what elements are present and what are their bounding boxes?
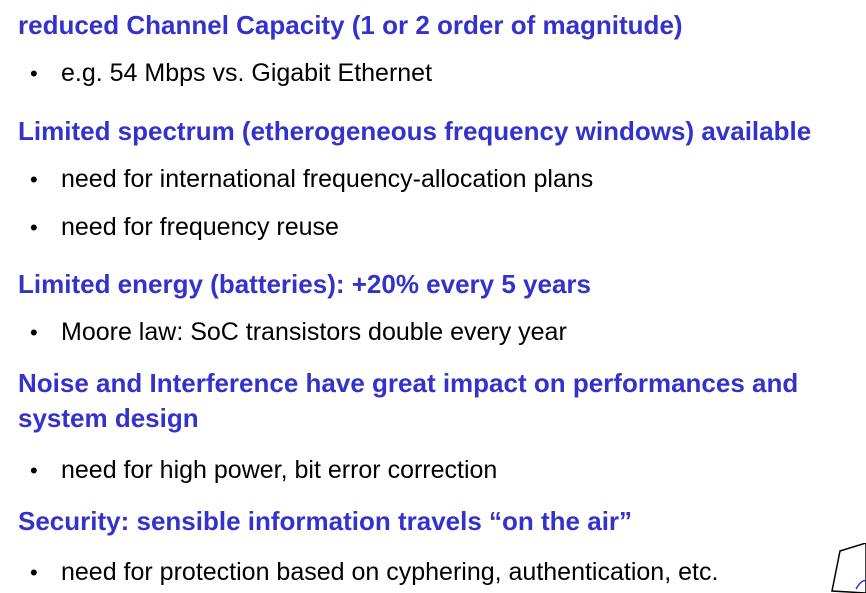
bullet-icon: •: [30, 167, 38, 192]
heading-noise-interference-line2: system design: [18, 403, 199, 433]
heading-noise-interference: Noise and Interference have great impact…: [18, 368, 799, 398]
bullet-text: need for international frequency-allocat…: [61, 165, 594, 193]
bullet-text: e.g. 54 Mbps vs. Gigabit Ethernet: [61, 59, 433, 87]
bullet-list-item: • need for protection based on cyphering,…: [30, 557, 718, 588]
heading-security: Security: sensible information travels “…: [18, 506, 633, 536]
bullet-icon: •: [30, 560, 38, 585]
bullet-text: Moore law: SoC transistors double every …: [61, 318, 567, 346]
heading-limited-energy: Limited energy (batteries): +20% every 5…: [18, 269, 592, 299]
bullet-icon: •: [30, 61, 38, 86]
heading-channel-capacity: reduced Channel Capacity (1 or 2 order o…: [18, 10, 683, 40]
bullet-text: need for protection based on cyphering, …: [61, 558, 719, 586]
heading-limited-spectrum: Limited spectrum (etherogeneous frequenc…: [18, 116, 812, 146]
bullet-text: need for frequency reuse: [61, 213, 339, 241]
corner-decoration-icon: [831, 543, 866, 593]
bullet-list-item: • Moore law: SoC transistors double every…: [30, 317, 567, 348]
bullet-text: need for high power, bit error correctio…: [61, 456, 498, 484]
bullet-list-item: • need for frequency reuse: [30, 212, 339, 243]
bullet-icon: •: [30, 215, 38, 240]
bullet-icon: •: [30, 458, 38, 483]
bullet-icon: •: [30, 320, 38, 345]
bullet-list-item: • e.g. 54 Mbps vs. Gigabit Ethernet: [30, 58, 432, 89]
bullet-list-item: • need for high power, bit error correcti…: [30, 455, 497, 486]
bullet-list-item: • need for international frequency-alloca…: [30, 164, 593, 195]
